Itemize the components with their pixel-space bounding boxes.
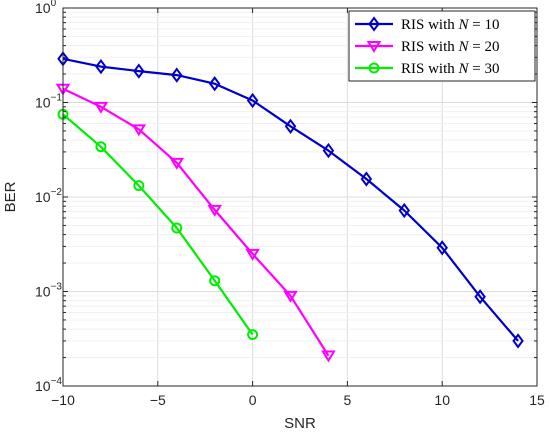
axis-ticks: −10 −5 0 5 10 15 10−4 10−3 10−2 10−1 100 (35, 0, 545, 408)
legend-label: RIS with N = 30 (401, 61, 500, 77)
legend: RIS with N = 10 RIS with N = 20 RIS with N… (348, 10, 536, 82)
data-point (171, 67, 183, 83)
data-point (246, 92, 259, 109)
x-axis-label: SNR (284, 415, 316, 432)
data-point (93, 101, 109, 114)
y-tick-label: 10−4 (35, 376, 62, 394)
data-point (360, 171, 373, 187)
data-point (131, 124, 147, 137)
x-tick-label: 10 (434, 392, 450, 408)
series-line (62, 113, 254, 336)
y-tick-label: 100 (35, 0, 57, 16)
data-point (322, 142, 335, 159)
data-point (207, 204, 222, 217)
legend-item: RIS with N = 30 (355, 61, 500, 77)
y-tick-label: 10−3 (35, 282, 62, 300)
data-point (398, 202, 411, 219)
series-line (62, 57, 519, 342)
data-point (283, 290, 298, 303)
legend-marker (368, 62, 380, 74)
data-point (474, 289, 486, 305)
series-layer (55, 51, 524, 363)
data-point (171, 222, 183, 234)
series-line (62, 87, 330, 357)
data-point (436, 240, 448, 256)
legend-label: RIS with N = 10 (401, 17, 500, 33)
x-tick-label: −5 (150, 392, 166, 408)
x-tick-label: 0 (249, 392, 257, 408)
data-point (208, 76, 221, 92)
x-tick-label: −10 (51, 392, 75, 408)
data-point (247, 329, 259, 341)
legend-marker (366, 41, 382, 53)
data-point (169, 157, 185, 170)
data-point (512, 333, 524, 349)
legend-label: RIS with N = 20 (401, 39, 500, 55)
data-point (95, 58, 107, 75)
data-point (133, 180, 145, 192)
legend-marker (368, 16, 380, 32)
x-tick-label: 5 (344, 392, 352, 408)
legend-item: RIS with N = 20 (355, 39, 500, 55)
y-tick-label: 10−2 (35, 187, 62, 205)
legend-item: RIS with N = 10 (355, 16, 500, 33)
x-tick-label: 15 (529, 392, 545, 408)
y-axis-label: BER (2, 181, 19, 212)
data-point (209, 275, 221, 287)
data-point (133, 63, 145, 79)
data-point (95, 141, 107, 153)
data-point (284, 118, 297, 134)
data-point (245, 248, 260, 261)
y-tick-label: 10−1 (35, 93, 62, 111)
data-point (321, 350, 336, 363)
